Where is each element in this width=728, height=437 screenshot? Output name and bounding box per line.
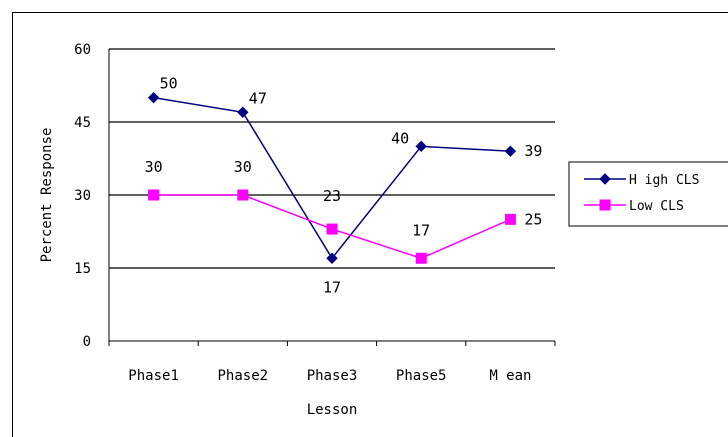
y-tick-label: 0 bbox=[83, 334, 91, 350]
x-tick-label: Phase5 bbox=[396, 368, 447, 384]
y-tick-label: 60 bbox=[74, 42, 91, 58]
high-cls-data-label: 17 bbox=[323, 278, 341, 296]
low-cls-point bbox=[237, 189, 249, 201]
high-cls-point bbox=[504, 145, 517, 157]
low-cls-data-label: 30 bbox=[145, 158, 163, 176]
legend-marker bbox=[599, 199, 611, 211]
y-tick-label: 30 bbox=[74, 188, 91, 204]
low-cls-point bbox=[415, 252, 427, 264]
legend-box bbox=[568, 161, 728, 227]
low-cls-data-label: 23 bbox=[323, 187, 341, 205]
chart-frame bbox=[12, 12, 728, 437]
y-tick-label: 15 bbox=[74, 261, 91, 277]
x-axis-title: Lesson bbox=[307, 402, 358, 418]
high-cls-point bbox=[415, 140, 427, 153]
high-cls-data-label: 50 bbox=[160, 75, 178, 93]
high-cls-point bbox=[147, 91, 160, 104]
low-cls-point bbox=[148, 189, 160, 201]
high-cls-point bbox=[237, 106, 249, 118]
x-tick-label: Phase1 bbox=[128, 368, 179, 384]
legend-marker bbox=[599, 173, 611, 185]
low-cls-point bbox=[326, 223, 338, 235]
x-tick-label: Phase3 bbox=[307, 368, 358, 384]
low-cls-point bbox=[504, 213, 516, 225]
y-tick-label: 45 bbox=[74, 115, 91, 131]
high-cls-data-label: 39 bbox=[524, 142, 542, 160]
low-cls-data-label: 30 bbox=[234, 158, 252, 176]
low-cls-data-label: 25 bbox=[524, 210, 542, 228]
high-cls-data-label: 40 bbox=[391, 129, 409, 147]
x-tick-label: M ean bbox=[489, 368, 531, 384]
low-cls-data-label: 17 bbox=[412, 221, 430, 239]
legend-label-high-cls: H igh CLS bbox=[629, 173, 699, 188]
y-axis-title: Percent Response bbox=[39, 128, 55, 263]
high-cls-point bbox=[326, 252, 338, 264]
high-cls-data-label: 47 bbox=[249, 89, 267, 107]
x-tick-label: Phase2 bbox=[218, 368, 269, 384]
legend-label-low-cls: Low CLS bbox=[629, 199, 684, 214]
